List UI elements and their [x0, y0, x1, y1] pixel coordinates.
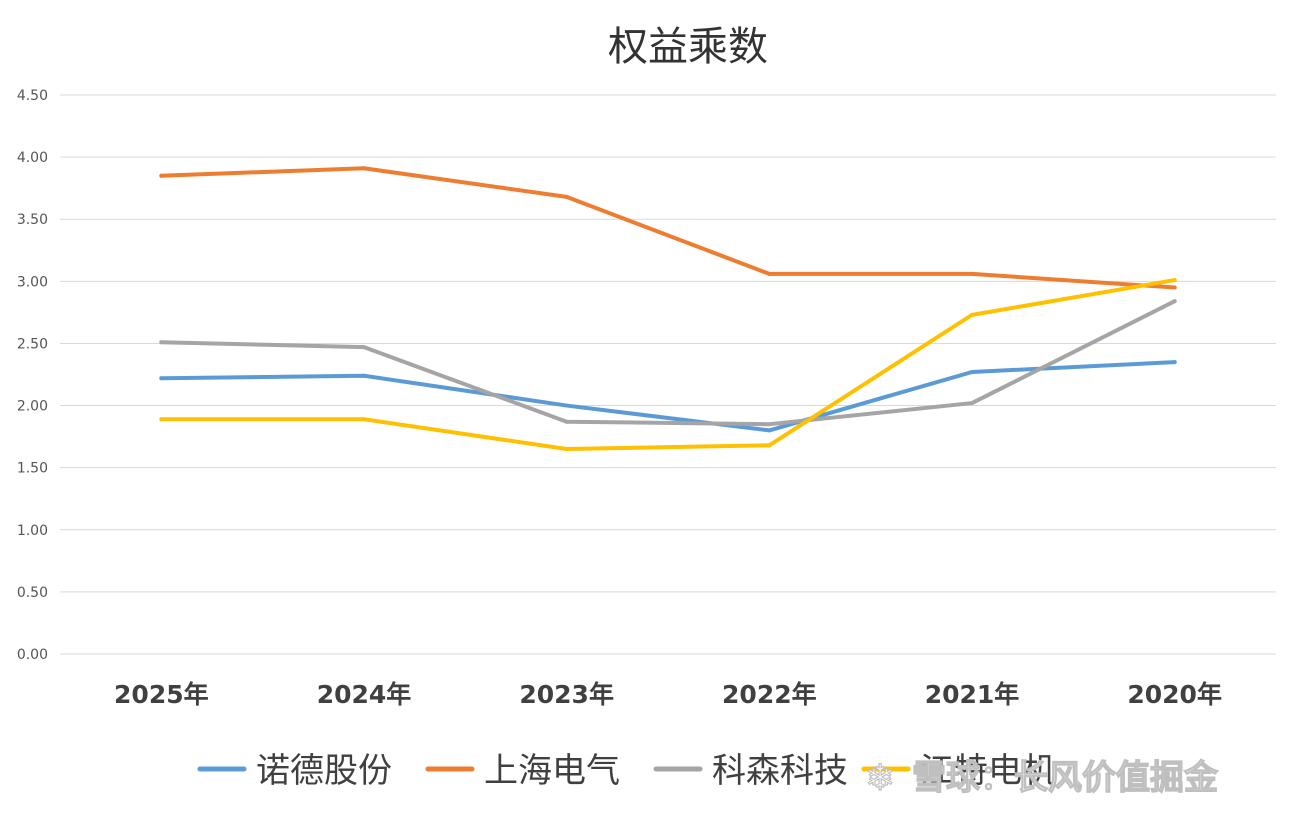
x-tick-label: 2024年 — [317, 680, 412, 709]
y-tick-label: 3.00 — [17, 274, 48, 290]
legend: 诺德股份 上海电气 科森科技 江特电机 — [197, 751, 1056, 791]
data-point — [970, 312, 974, 317]
watermark-icon: ❄ — [865, 758, 895, 799]
series-line-3 — [159, 278, 1177, 452]
data-point — [1172, 278, 1177, 283]
series-line-2 — [159, 299, 1177, 427]
chart-title: 权益乘数 — [608, 24, 768, 70]
series-line-1 — [159, 166, 1177, 290]
x-tick-label: 2022年 — [722, 680, 817, 709]
data-point — [362, 166, 366, 171]
data-point — [970, 401, 974, 406]
x-tick-label: 2023年 — [519, 680, 614, 709]
series-lines — [159, 166, 1177, 452]
data-point — [767, 443, 772, 448]
y-tick-label: 3.50 — [17, 212, 48, 228]
x-axis-ticks: 2025年 2024年 2023年 2022年 2021年 2020年 — [114, 680, 1222, 709]
data-point — [970, 271, 974, 276]
y-tick-label: 2.50 — [17, 336, 48, 352]
x-tick-label: 2021年 — [925, 680, 1020, 709]
data-point — [1172, 360, 1177, 365]
data-point — [564, 194, 569, 199]
data-point — [159, 376, 164, 381]
y-tick-label: 4.50 — [17, 88, 48, 104]
y-tick-label: 4.00 — [17, 150, 48, 166]
data-point — [970, 370, 974, 375]
watermark-text: 雪球：长风价值掘金 — [912, 758, 1219, 798]
data-point — [159, 173, 164, 178]
data-point — [767, 271, 772, 276]
y-tick-label: 1.50 — [17, 461, 48, 477]
data-point — [362, 417, 366, 422]
data-point — [159, 417, 164, 422]
y-tick-label: 2.00 — [17, 399, 48, 415]
legend-label: 科森科技 — [712, 751, 848, 791]
watermark: ❄ 雪球：长风价值掘金 — [864, 757, 1219, 799]
data-point — [159, 340, 164, 345]
data-point — [767, 428, 772, 433]
data-point — [564, 419, 569, 424]
data-point — [362, 345, 366, 350]
legend-label: 江特电机 — [920, 751, 1056, 791]
data-point — [564, 403, 569, 408]
y-tick-label: 0.00 — [17, 647, 48, 663]
data-point — [1172, 299, 1177, 304]
gridlines — [60, 94, 1276, 655]
data-point — [1172, 285, 1177, 290]
data-point — [362, 373, 366, 378]
x-tick-label: 2025年 — [114, 680, 209, 709]
x-tick-label: 2020年 — [1127, 680, 1222, 709]
series-line-0 — [159, 360, 1177, 433]
legend-label: 上海电气 — [484, 751, 620, 791]
legend-label: 诺德股份 — [256, 751, 392, 791]
y-tick-label: 1.00 — [17, 523, 48, 539]
data-point — [767, 422, 772, 427]
data-point — [564, 447, 569, 452]
y-axis-ticks: 0.00 0.50 1.00 1.50 2.00 2.50 3.00 3.50 4.00 4.50 — [17, 88, 48, 663]
y-tick-label: 0.50 — [17, 585, 48, 601]
